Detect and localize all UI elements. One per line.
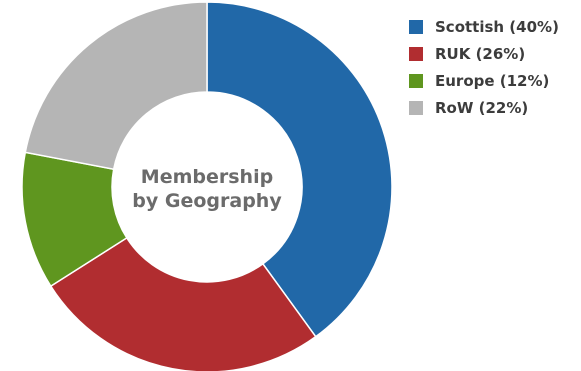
- legend-label-europe: Europe (12%): [435, 71, 550, 90]
- legend-swatch-row: [409, 100, 423, 115]
- legend-label-ruk: RUK (26%): [435, 44, 526, 63]
- chart-title-line-1: Membership: [141, 166, 273, 188]
- legend-item-row: RoW (22%): [409, 94, 559, 121]
- legend-swatch-europe: [409, 73, 423, 88]
- chart-title-line-2: by Geography: [132, 190, 282, 212]
- donut-slices: [21, 1, 393, 371]
- slice-row: [24, 1, 208, 171]
- legend-item-europe: Europe (12%): [409, 67, 559, 94]
- slice-scottish: [206, 1, 393, 338]
- legend-swatch-ruk: [409, 46, 423, 61]
- legend-label-row: RoW (22%): [435, 98, 529, 117]
- chart-legend: Scottish (40%) RUK (26%) Europe (12%) Ro…: [409, 13, 559, 121]
- slice-ruk: [49, 236, 317, 371]
- legend-item-scottish: Scottish (40%): [409, 13, 559, 40]
- legend-label-scottish: Scottish (40%): [435, 17, 559, 36]
- legend-item-ruk: RUK (26%): [409, 40, 559, 67]
- legend-swatch-scottish: [409, 19, 423, 34]
